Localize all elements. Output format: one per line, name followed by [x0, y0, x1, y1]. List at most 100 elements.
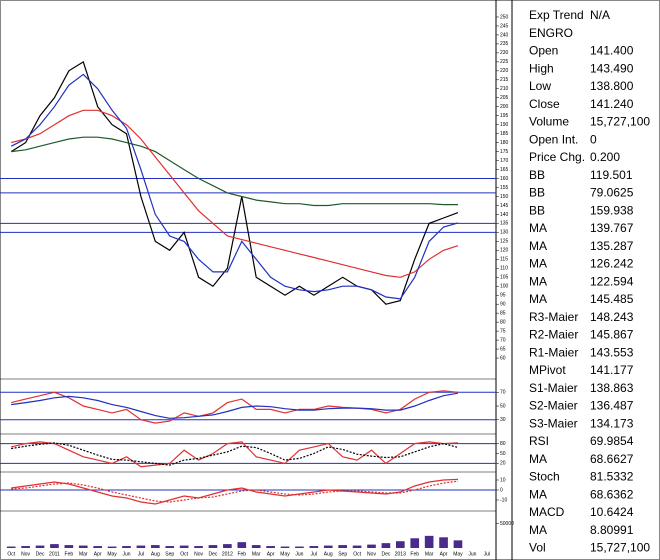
- info-value: 68.6362: [590, 487, 634, 501]
- series-line: [11, 136, 458, 207]
- x-tick-label: Mar: [425, 551, 434, 557]
- info-value: 68.6627: [590, 452, 634, 466]
- info-label: MA: [529, 274, 547, 288]
- info-label: MACD: [529, 505, 565, 519]
- x-tick-label: Feb: [237, 551, 246, 557]
- volume-bar: [151, 545, 160, 548]
- series-line: [11, 442, 459, 466]
- info-label: MA: [529, 239, 547, 253]
- info-label: S3-Maier: [529, 416, 578, 430]
- info-value: 138.863: [590, 381, 634, 395]
- info-value: 8.80991: [590, 523, 634, 537]
- x-tick-label: May: [280, 551, 290, 557]
- y-tick-label: 170: [500, 158, 509, 164]
- y-tick-label: 155: [500, 185, 509, 191]
- info-value: 126.242: [590, 257, 634, 271]
- y-tick-label: 245: [500, 23, 509, 29]
- volume-bar: [136, 545, 146, 548]
- volume-bar: [107, 546, 117, 548]
- info-label: High: [529, 61, 554, 75]
- info-label: MA: [529, 292, 547, 306]
- x-tick-label: 2013: [395, 551, 406, 557]
- x-tick-label: Jul: [138, 551, 144, 557]
- y-tick-label: 190: [500, 122, 509, 128]
- info-value: 79.0625: [590, 186, 634, 200]
- y-tick-label: 50000: [500, 521, 514, 527]
- y-tick-label: 30: [500, 417, 506, 423]
- x-tick-label: Jul: [484, 551, 490, 557]
- info-label: Open: [529, 44, 558, 58]
- series-line: [10, 73, 459, 300]
- info-value: 145.867: [590, 328, 634, 342]
- y-tick-label: 250: [500, 14, 509, 20]
- info-value: 145.485: [590, 292, 634, 306]
- info-value: 134.173: [590, 416, 634, 430]
- y-tick-label: 185: [500, 131, 509, 137]
- volume-bar: [323, 545, 333, 548]
- info-value: 141.240: [590, 97, 634, 111]
- x-tick-label: Aug: [324, 551, 333, 557]
- y-tick-label: 160: [500, 176, 509, 182]
- y-tick-label: 85: [500, 310, 506, 316]
- y-tick-label: 50: [500, 403, 506, 409]
- info-value: 15,727,100: [590, 541, 650, 555]
- volume-bar: [122, 546, 131, 548]
- info-value: 69.9854: [590, 434, 634, 448]
- x-tick-label: Apr: [440, 551, 448, 557]
- y-tick-label: 180: [500, 140, 509, 146]
- y-tick-label: 140: [500, 212, 509, 218]
- y-tick-label: 145: [500, 203, 509, 209]
- x-tick-label: Aug: [151, 551, 160, 557]
- y-tick-label: 235: [500, 41, 509, 47]
- info-value: 159.938: [590, 203, 634, 217]
- series-line: [11, 441, 459, 468]
- volume-bar: [309, 546, 319, 548]
- info-label: MA: [529, 221, 547, 235]
- y-tick-label: 150: [500, 194, 509, 200]
- info-value: 0: [590, 132, 597, 146]
- x-tick-label: Dec: [36, 551, 45, 557]
- volume-bar: [21, 546, 30, 548]
- info-label: Close: [529, 97, 560, 111]
- x-tick-label: Sep: [338, 551, 347, 557]
- info-value: 148.243: [590, 310, 634, 324]
- info-label: S1-Maier: [529, 381, 578, 395]
- info-value: 143.553: [590, 345, 634, 359]
- volume-bar: [165, 546, 175, 548]
- series-line: [10, 60, 459, 305]
- y-tick-label: 220: [500, 68, 509, 74]
- info-label: S2-Maier: [529, 399, 578, 413]
- volume-bar: [64, 545, 74, 548]
- y-tick-label: 135: [500, 221, 509, 227]
- x-tick-label: May: [453, 551, 463, 557]
- x-tick-label: 2012: [222, 551, 233, 557]
- volume-bar: [367, 544, 376, 548]
- x-tick-label: Dec: [209, 551, 218, 557]
- info-label: R1-Maier: [529, 345, 578, 359]
- volume-bar: [251, 545, 261, 548]
- x-tick-label: May: [107, 551, 117, 557]
- y-tick-label: 70: [500, 337, 506, 343]
- x-tick-label: Feb: [410, 551, 419, 557]
- volume-bar: [35, 545, 45, 548]
- info-value: 135.287: [590, 239, 634, 253]
- y-tick-label: 205: [500, 95, 509, 101]
- y-tick-label: 65: [500, 346, 506, 352]
- volume-bar: [93, 546, 102, 548]
- x-tick-label: Dec: [381, 551, 390, 557]
- info-value: 138.800: [590, 79, 634, 93]
- info-label: MA: [529, 487, 547, 501]
- info-label: R3-Maier: [529, 310, 578, 324]
- info-label: Price Chg.: [529, 150, 585, 164]
- y-tick-label: 115: [500, 257, 508, 263]
- info-label: BB: [529, 168, 545, 182]
- y-tick-label: 230: [500, 50, 509, 56]
- y-tick-label: 80: [500, 319, 506, 325]
- y-tick-label: 120: [500, 248, 509, 254]
- volume-bar: [223, 544, 232, 548]
- x-tick-label: Nov: [194, 551, 203, 557]
- x-tick-label: Oct: [180, 551, 188, 557]
- volume-bar: [439, 537, 448, 548]
